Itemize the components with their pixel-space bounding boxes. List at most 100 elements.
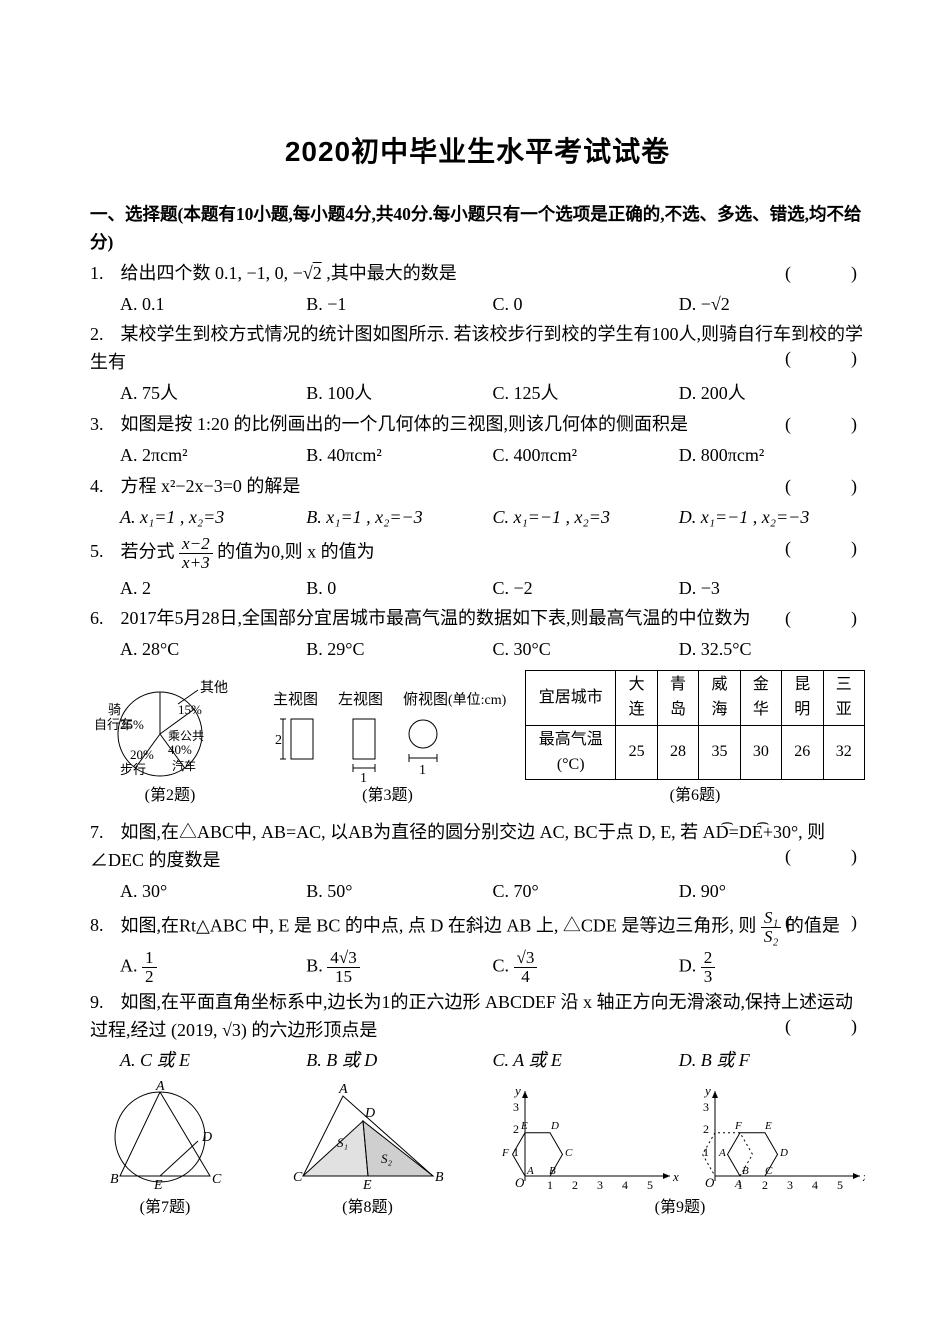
opt-c[interactable]: C. x₁=−1 , x₂=3 — [493, 504, 679, 532]
opt-b[interactable]: B. x₁=1 , x₂=−3 — [306, 504, 492, 532]
svg-text:A: A — [155, 1081, 165, 1094]
answer-blank[interactable]: ( ) — [785, 473, 865, 501]
svg-text:D: D — [364, 1106, 375, 1121]
opt-b[interactable]: B. 50° — [306, 878, 492, 906]
opt-b[interactable]: B. 100人 — [306, 380, 492, 408]
question-text: 如图,在平面直角坐标系中,边长为1的正六边形 ABCDEF 沿 x 轴正方向无滑… — [90, 992, 853, 1040]
svg-text:C: C — [765, 1165, 773, 1177]
opt-d[interactable]: D. −3 — [679, 575, 865, 603]
opt-c[interactable]: C. 125人 — [493, 380, 679, 408]
answer-blank[interactable]: ( ) — [785, 411, 865, 439]
figure-q2: 15% 25% 20% 40% 其他 骑 自行车 步行 乘公共 汽车 (第2题) — [90, 674, 250, 809]
opt-a[interactable]: A. 2πcm² — [120, 442, 306, 470]
opt-c[interactable]: C. 400πcm² — [493, 442, 679, 470]
question-9: 9. 如图,在平面直角坐标系中,边长为1的正六边形 ABCDEF 沿 x 轴正方… — [90, 989, 865, 1045]
answer-blank[interactable]: ( ) — [785, 1013, 865, 1041]
answer-blank[interactable]: ( ) — [785, 909, 865, 937]
opt-b[interactable]: B. −1 — [306, 291, 492, 319]
answer-blank[interactable]: ( ) — [785, 843, 865, 871]
svg-text:D: D — [550, 1120, 559, 1132]
svg-text:B: B — [110, 1172, 119, 1187]
question-text: 2017年5月28日,全国部分宜居城市最高气温的数据如下表,则最高气温的中位数为 — [121, 608, 751, 628]
question-text: 如图是按 1:20 的比例画出的一个几何体的三视图,则该几何体的侧面积是 — [121, 414, 689, 434]
svg-text:S₁: S₁ — [337, 1135, 348, 1150]
opt-d[interactable]: D. 90° — [679, 878, 865, 906]
figure-caption: (第9题) — [495, 1196, 865, 1221]
svg-text:2: 2 — [513, 1122, 519, 1136]
svg-text:2: 2 — [572, 1178, 578, 1192]
opt-d[interactable]: D. 23 — [679, 949, 865, 986]
question-1: 1. 给出四个数 0.1, −1, 0, −√2 ,其中最大的数是 ( ) — [90, 260, 865, 288]
opt-c[interactable]: C. √34 — [493, 949, 679, 986]
svg-text:B: B — [435, 1170, 444, 1185]
svg-text:3: 3 — [513, 1100, 519, 1114]
question-text: 给出四个数 0.1, −1, 0, − — [121, 263, 303, 283]
opt-c[interactable]: C. A 或 E — [493, 1047, 679, 1075]
answer-blank[interactable]: ( ) — [785, 260, 865, 288]
table-row: 最高气温(°C)252835302632 — [526, 725, 865, 780]
opt-b[interactable]: B. 4√315 — [306, 949, 492, 986]
figure-caption: (第6题) — [525, 784, 865, 809]
svg-text:俯视图: 俯视图 — [403, 691, 448, 708]
opt-c[interactable]: C. 30°C — [493, 636, 679, 664]
svg-text:3: 3 — [787, 1178, 793, 1192]
svg-text:4: 4 — [622, 1178, 628, 1192]
opt-a[interactable]: A. 28°C — [120, 636, 306, 664]
svg-text:3: 3 — [703, 1100, 709, 1114]
opt-a[interactable]: A. 0.1 — [120, 291, 306, 319]
opt-d[interactable]: D. x₁=−1 , x₂=−3 — [679, 504, 865, 532]
svg-text:x: x — [672, 1169, 679, 1184]
opt-d[interactable]: D. −√2 — [679, 291, 865, 319]
svg-text:A: A — [338, 1082, 348, 1097]
opt-b[interactable]: B. 40πcm² — [306, 442, 492, 470]
opt-c[interactable]: C. 0 — [493, 291, 679, 319]
opt-a[interactable]: A. 2 — [120, 575, 306, 603]
opt-a[interactable]: A. x₁=1 , x₂=3 — [120, 504, 306, 532]
opt-d[interactable]: D. 200人 — [679, 380, 865, 408]
svg-text:F: F — [734, 1120, 742, 1132]
svg-text:其他: 其他 — [200, 680, 228, 696]
svg-text:5: 5 — [647, 1178, 653, 1192]
svg-text:乘公共: 乘公共 — [168, 729, 204, 743]
svg-text:A: A — [734, 1178, 742, 1190]
question-text: 如图,在Rt△ABC 中, E 是 BC 的中点, 点 D 在斜边 AB 上, … — [121, 915, 761, 935]
opt-c[interactable]: C. −2 — [493, 575, 679, 603]
opt-a[interactable]: A. 75人 — [120, 380, 306, 408]
question-text: 方程 x²−2x−3=0 的解是 — [121, 476, 301, 496]
svg-text:1: 1 — [703, 1145, 709, 1159]
options-q9: A. C 或 E B. B 或 D C. A 或 E D. B 或 F — [120, 1047, 865, 1075]
opt-d[interactable]: D. 32.5°C — [679, 636, 865, 664]
opt-c[interactable]: C. 70° — [493, 878, 679, 906]
opt-d[interactable]: D. 800πcm² — [679, 442, 865, 470]
svg-text:4: 4 — [812, 1178, 818, 1192]
opt-b[interactable]: B. B 或 D — [306, 1047, 492, 1075]
svg-text:O: O — [515, 1175, 525, 1190]
figure-caption: (第7题) — [90, 1196, 240, 1221]
answer-blank[interactable]: ( ) — [785, 605, 865, 633]
svg-text:1: 1 — [419, 763, 426, 778]
svg-text:骑: 骑 — [108, 702, 121, 717]
question-number: 9. — [90, 989, 116, 1017]
figure-q9: O x y 1 2 3 4 5 1 2 3 — [495, 1081, 865, 1221]
svg-text:C: C — [212, 1172, 222, 1187]
answer-blank[interactable]: ( ) — [785, 345, 865, 373]
options-q4: A. x₁=1 , x₂=3 B. x₁=1 , x₂=−3 C. x₁=−1 … — [120, 504, 865, 532]
question-text: 如图,在△ABC中, AB=AC, 以AB为直径的圆分别交边 AC, BC于点 … — [90, 822, 825, 870]
opt-a[interactable]: A. 30° — [120, 878, 306, 906]
opt-a[interactable]: A. C 或 E — [120, 1047, 306, 1075]
opt-a[interactable]: A. 12 — [120, 949, 306, 986]
question-number: 6. — [90, 605, 116, 633]
opt-b[interactable]: B. 0 — [306, 575, 492, 603]
opt-d[interactable]: D. B 或 F — [679, 1047, 865, 1075]
svg-text:E: E — [362, 1178, 372, 1193]
question-text: 某校学生到校方式情况的统计图如图所示. 若该校步行到校的学生有100人,则骑自行… — [90, 324, 863, 372]
figure-row-2: A B C D E (第7题) A B C D E S₁ S₂ — [90, 1081, 865, 1221]
options-q3: A. 2πcm² B. 40πcm² C. 400πcm² D. 800πcm² — [120, 442, 865, 470]
answer-blank[interactable]: ( ) — [785, 535, 865, 563]
section-header: 一、选择题(本题有10小题,每小题4分,共40分.每小题只有一个选项是正确的,不… — [90, 201, 865, 255]
question-number: 1. — [90, 260, 116, 288]
figure-caption: (第3题) — [263, 784, 513, 809]
svg-text:40%: 40% — [168, 742, 192, 757]
opt-b[interactable]: B. 29°C — [306, 636, 492, 664]
svg-text:步行: 步行 — [120, 762, 146, 777]
